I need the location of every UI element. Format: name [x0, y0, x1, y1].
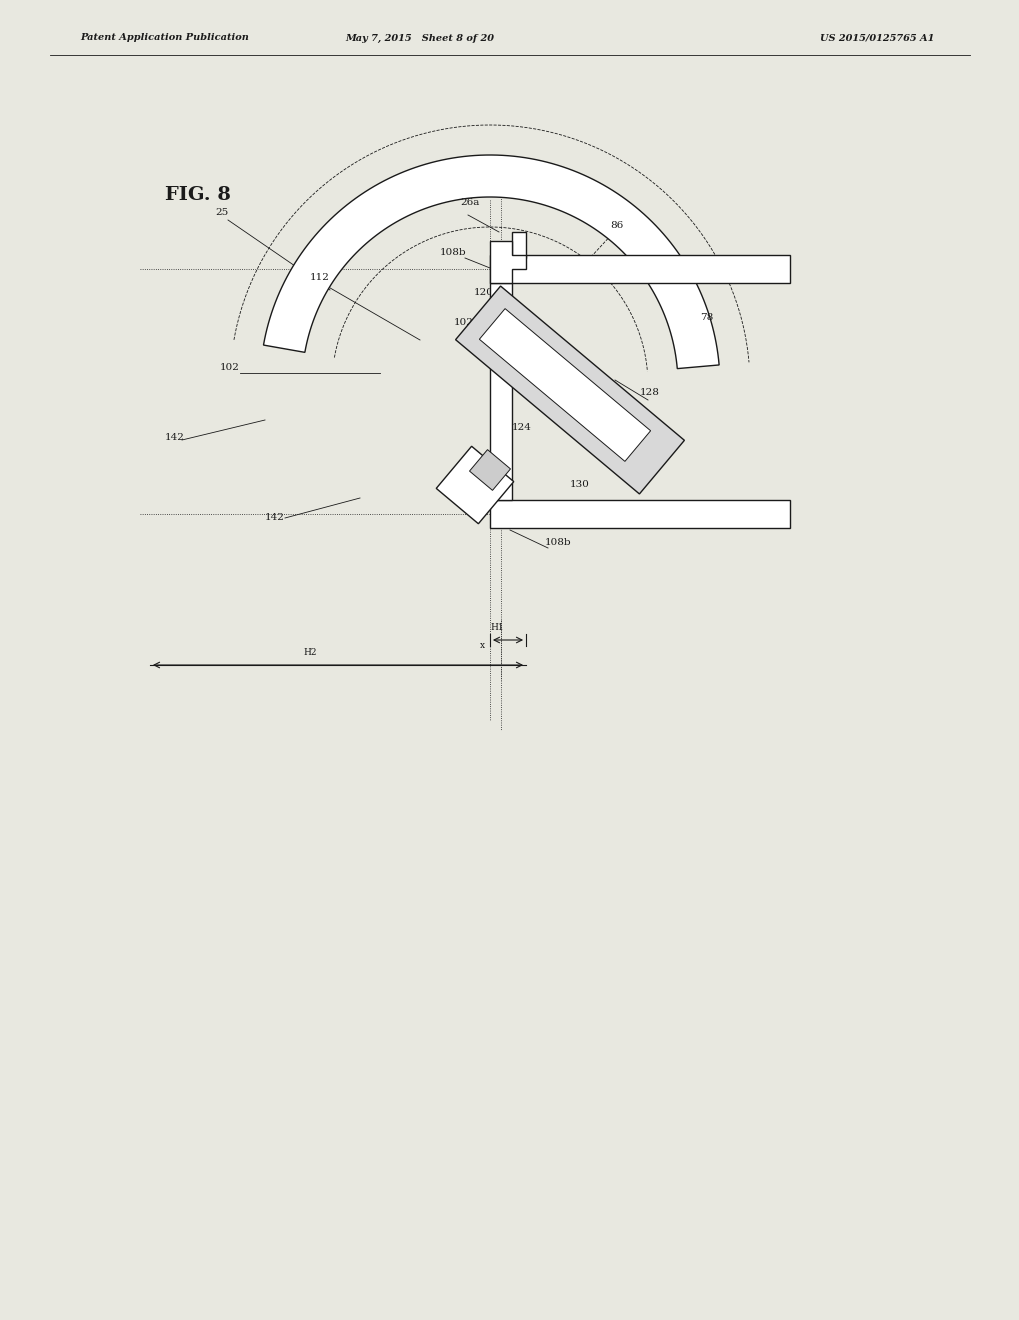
Text: May 7, 2015   Sheet 8 of 20: May 7, 2015 Sheet 8 of 20	[345, 33, 494, 42]
Polygon shape	[469, 450, 510, 490]
Text: FIG. 8: FIG. 8	[165, 186, 230, 205]
Polygon shape	[263, 154, 718, 368]
Text: 112: 112	[310, 273, 329, 282]
Bar	[489, 500, 790, 528]
Polygon shape	[455, 286, 684, 494]
Text: US 2015/0125765 A1: US 2015/0125765 A1	[819, 33, 933, 42]
Bar	[512, 232, 526, 257]
Text: 142: 142	[265, 513, 284, 521]
Text: x: x	[480, 642, 485, 649]
Text: 102: 102	[453, 318, 474, 327]
Text: 130: 130	[570, 480, 589, 488]
Text: 120: 120	[474, 288, 493, 297]
Text: 26a: 26a	[460, 198, 479, 207]
Bar	[512, 232, 526, 257]
Bar	[489, 282, 512, 500]
Text: 119: 119	[625, 444, 644, 451]
Polygon shape	[479, 309, 650, 462]
Text: Patent Application Publication: Patent Application Publication	[79, 33, 249, 42]
Text: 122: 122	[504, 348, 525, 356]
Text: H1: H1	[490, 623, 503, 632]
Text: 108b: 108b	[439, 248, 466, 257]
Text: 128: 128	[639, 388, 659, 397]
Bar	[489, 500, 790, 528]
Text: 108b: 108b	[544, 539, 571, 546]
Bar	[489, 282, 512, 500]
Text: 86: 86	[609, 220, 623, 230]
Text: 78: 78	[699, 313, 712, 322]
Polygon shape	[436, 446, 514, 524]
Text: H2: H2	[303, 648, 317, 657]
Bar	[489, 255, 790, 282]
Bar	[489, 255, 790, 282]
Text: 25: 25	[215, 209, 228, 216]
Polygon shape	[489, 242, 526, 282]
Text: 142: 142	[165, 433, 184, 442]
Text: 124: 124	[512, 422, 531, 432]
Text: 102: 102	[220, 363, 239, 372]
